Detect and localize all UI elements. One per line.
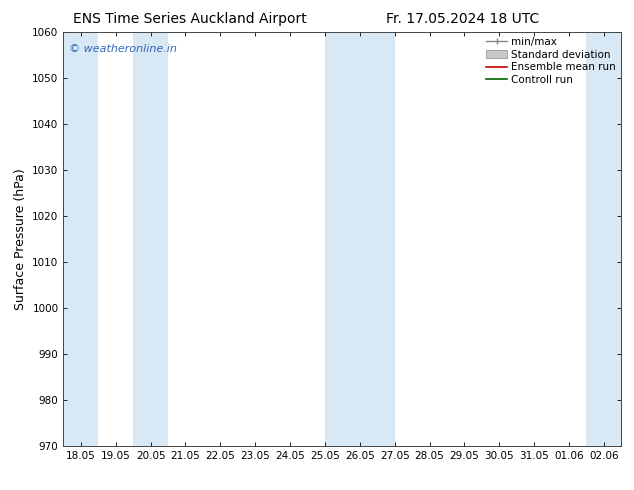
Y-axis label: Surface Pressure (hPa): Surface Pressure (hPa) (14, 168, 27, 310)
Legend: min/max, Standard deviation, Ensemble mean run, Controll run: min/max, Standard deviation, Ensemble me… (486, 37, 616, 85)
Bar (133, 32, 168, 446)
Text: ENS Time Series Auckland Airport: ENS Time Series Auckland Airport (74, 12, 307, 26)
Bar (63, 32, 98, 446)
Bar (325, 32, 394, 446)
Text: Fr. 17.05.2024 18 UTC: Fr. 17.05.2024 18 UTC (386, 12, 540, 26)
Text: © weatheronline.in: © weatheronline.in (69, 44, 177, 54)
Bar (586, 32, 621, 446)
